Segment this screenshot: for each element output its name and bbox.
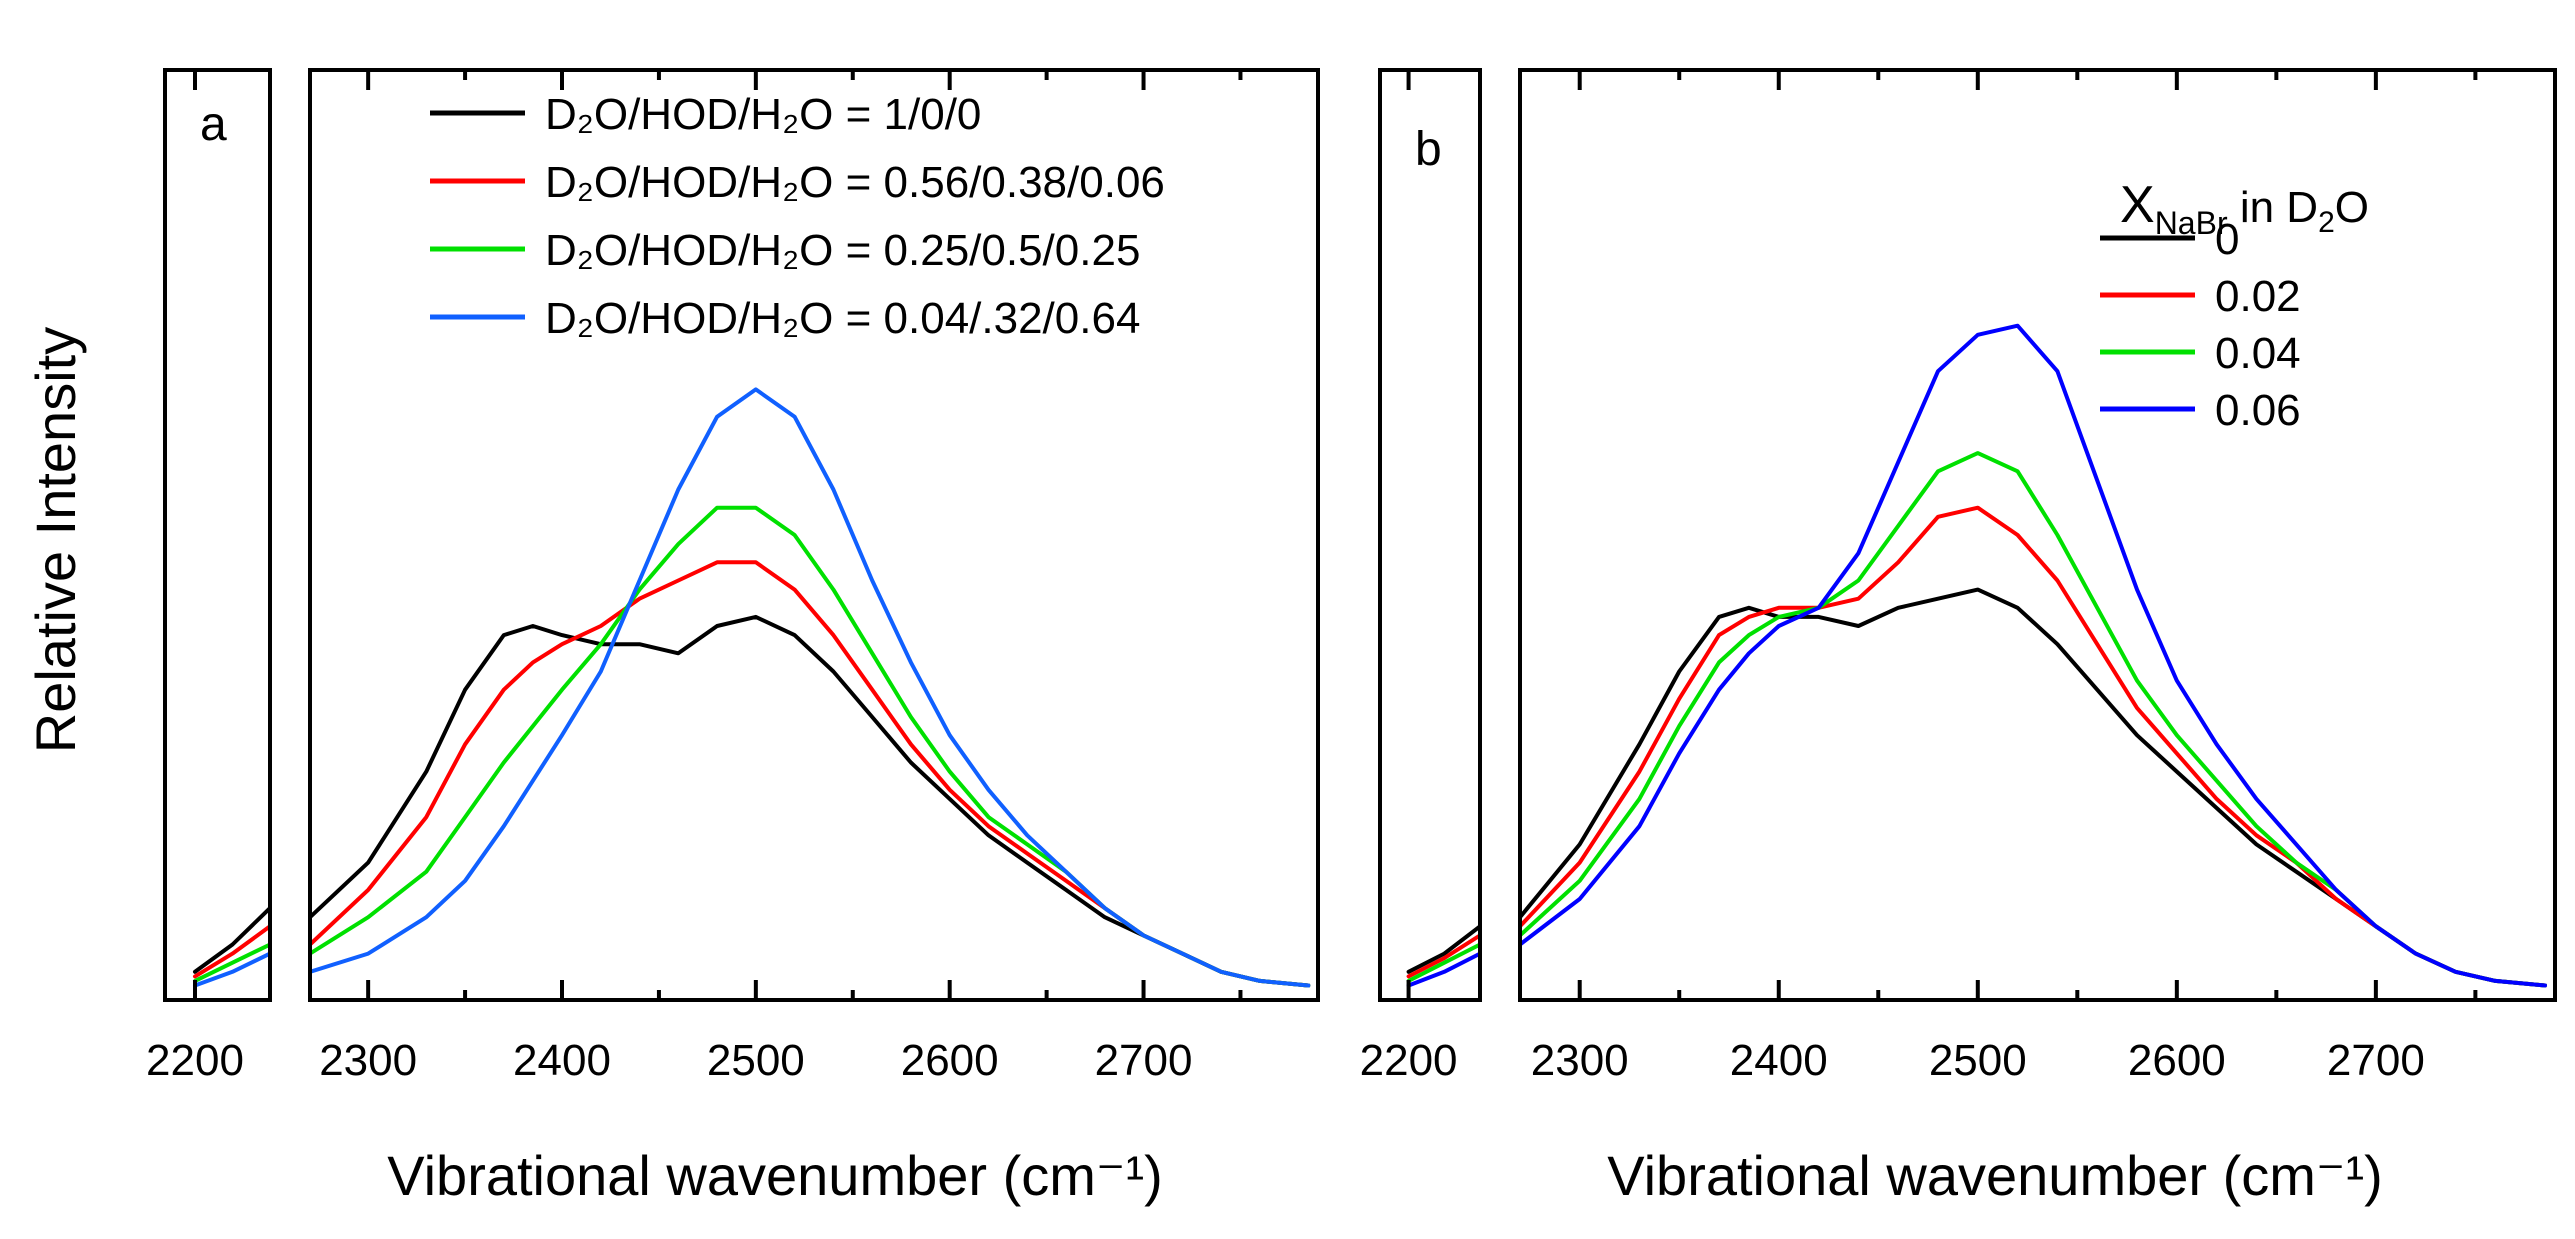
legend-label-4: D₂O/HOD/H₂O = 0.04/.32/0.64 bbox=[545, 294, 1140, 343]
panel-b: 2200 2300 2400 2500 2600 2700 b Vibrational wav… bbox=[1360, 68, 2557, 1207]
x-tick-label-2200: 2200 bbox=[1360, 1036, 1458, 1085]
x-tick-label-2600: 2600 bbox=[901, 1036, 999, 1085]
series-line-2-left bbox=[1406, 933, 1480, 979]
panel-a: 2200 2300 2400 2500 2600 2700 a Vibrational wav… bbox=[146, 68, 1320, 1207]
y-axis-title: Relative Intensity bbox=[24, 327, 87, 753]
x-tick-label-2500: 2500 bbox=[1929, 1036, 2027, 1085]
legend-label-2: D₂O/HOD/H₂O = 0.56/0.38/0.06 bbox=[545, 158, 1165, 207]
plot-frame-left bbox=[163, 68, 272, 1002]
series-line-1-left bbox=[193, 906, 270, 974]
x-tick-label-2500: 2500 bbox=[707, 1036, 805, 1085]
legend-label-3: 0.04 bbox=[2215, 329, 2301, 378]
panel-label-b: b bbox=[1415, 123, 1442, 176]
series-line-3-left bbox=[1406, 942, 1480, 983]
x-tick-label-2400: 2400 bbox=[1730, 1036, 1828, 1085]
x-tick-label-2600: 2600 bbox=[2128, 1036, 2226, 1085]
legend-title: XNaBr in D2O bbox=[2120, 176, 2369, 241]
series-line-1-right bbox=[310, 614, 1311, 988]
legend-label-1: D₂O/HOD/H₂O = 1/0/0 bbox=[545, 90, 981, 139]
series-line-4-left bbox=[1406, 951, 1480, 988]
series-line-1-left bbox=[1406, 924, 1480, 974]
legend-label-2: 0.02 bbox=[2215, 272, 2301, 321]
series-line-3-right bbox=[310, 505, 1311, 988]
series-line-4-right bbox=[1520, 323, 2547, 988]
plot-frame-right bbox=[1518, 68, 2557, 1002]
series-line-2-right bbox=[310, 560, 1311, 988]
series-line-1-right bbox=[1520, 587, 2547, 988]
series-line-3-right bbox=[1520, 451, 2547, 988]
panel-label-a: a bbox=[200, 98, 227, 151]
plot-frame-right bbox=[308, 68, 1320, 1002]
series-line-2-left bbox=[193, 924, 270, 979]
series-line-4-left bbox=[193, 951, 270, 988]
series-line-3-left bbox=[193, 942, 270, 983]
legend-label-4: 0.06 bbox=[2215, 386, 2301, 435]
x-axis-title: Vibrational wavenumber (cm⁻¹) bbox=[1607, 1144, 2382, 1207]
x-tick-label-2400: 2400 bbox=[513, 1036, 611, 1085]
x-tick-label-2700: 2700 bbox=[2327, 1036, 2425, 1085]
x-tick-label-2300: 2300 bbox=[319, 1036, 417, 1085]
legend-label-1: 0 bbox=[2215, 215, 2239, 264]
x-tick-label-2200: 2200 bbox=[146, 1036, 244, 1085]
plot-frame-left bbox=[1378, 68, 1482, 1002]
series-line-4-right bbox=[310, 387, 1311, 988]
x-axis-title: Vibrational wavenumber (cm⁻¹) bbox=[387, 1144, 1162, 1207]
x-tick-label-2300: 2300 bbox=[1531, 1036, 1629, 1085]
x-tick-label-2700: 2700 bbox=[1095, 1036, 1193, 1085]
series-line-2-right bbox=[1520, 505, 2547, 988]
legend-label-3: D₂O/HOD/H₂O = 0.25/0.5/0.25 bbox=[545, 226, 1140, 275]
legend: D₂O/HOD/H₂O = 1/0/0 D₂O/HOD/H₂O = 0.56/0.… bbox=[430, 90, 1165, 343]
